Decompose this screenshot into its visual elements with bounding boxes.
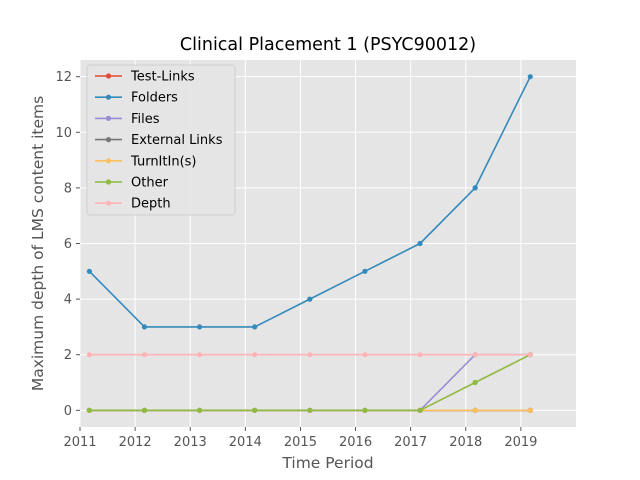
y-tick-label: 12 [55, 70, 72, 85]
legend-item: Folders [95, 91, 178, 106]
legend-swatch-marker [105, 158, 112, 164]
y-axis-label: Maximum depth of LMS content items [29, 96, 47, 391]
series-layer [86, 74, 533, 413]
chart-title: Clinical Placement 1 (PSYC90012) [180, 35, 476, 55]
series-folders [86, 74, 533, 330]
data-point [472, 379, 478, 386]
legend-label: Folders [131, 91, 178, 106]
data-point [527, 352, 533, 358]
legend-swatch-marker [105, 200, 112, 206]
x-axis-label: Time Period [281, 454, 373, 472]
x-tick-label: 2019 [504, 435, 537, 450]
data-point [472, 352, 478, 358]
data-point [417, 352, 423, 358]
x-tick-label: 2016 [339, 435, 372, 450]
series-other [86, 352, 533, 413]
x-tick-label: 2011 [63, 435, 96, 450]
x-tick-label: 2015 [284, 435, 317, 450]
data-point [196, 407, 203, 413]
data-point [141, 407, 148, 413]
y-tick-label: 0 [64, 404, 72, 419]
data-point [362, 268, 368, 274]
legend-item: TurnItIn(s) [95, 154, 196, 169]
data-point [472, 185, 478, 191]
legend-item: Files [95, 112, 160, 127]
legend-label: External Links [131, 133, 223, 148]
data-point [86, 407, 92, 413]
data-point [307, 352, 313, 358]
x-tick-label: 2013 [174, 435, 207, 450]
legend-box [86, 64, 236, 216]
legend-label: Other [131, 176, 169, 191]
series-depth [86, 352, 533, 358]
legend-label: Test-Links [130, 70, 195, 85]
legend-item: Test-Links [95, 70, 195, 85]
y-tick-label: 6 [64, 237, 72, 252]
data-point [86, 268, 92, 274]
data-point [141, 324, 148, 330]
data-point [472, 407, 478, 413]
data-point [527, 407, 533, 413]
data-point [141, 352, 148, 358]
data-point [527, 74, 533, 80]
x-tick-label: 2014 [229, 435, 262, 450]
data-point [86, 352, 92, 358]
legend-swatch-marker [105, 73, 112, 79]
data-point [307, 407, 313, 413]
legend: Test-Links Folders Files External Links Turn… [86, 64, 236, 216]
data-point [196, 352, 203, 358]
legend-item: Depth [95, 197, 171, 212]
legend-label: Files [131, 112, 160, 127]
legend-item: Other [95, 176, 169, 191]
legend-swatch-marker [105, 94, 112, 100]
data-point [252, 352, 258, 358]
data-point [362, 407, 368, 413]
legend-swatch-marker [105, 137, 112, 143]
data-point [417, 407, 423, 413]
y-tick-label: 10 [55, 126, 72, 141]
legend-label: Depth [131, 197, 171, 212]
data-point [252, 324, 258, 330]
data-point [252, 407, 258, 413]
x-tick-label: 2012 [119, 435, 152, 450]
data-point [196, 324, 203, 330]
x-tick-label: 2017 [394, 435, 427, 450]
legend-item: External Links [95, 133, 223, 148]
x-tick-label: 2018 [449, 435, 482, 450]
data-point [417, 240, 423, 247]
legend-swatch-marker [105, 115, 112, 121]
data-point [307, 296, 313, 302]
data-point [362, 352, 368, 358]
legend-label: TurnItIn(s) [130, 154, 196, 169]
legend-swatch-marker [105, 179, 112, 185]
y-tick-label: 8 [64, 181, 72, 196]
ticks: 2011 2012 2013 2014 2015 2016 2017 2018 2019 0 2 4 6… [55, 70, 537, 450]
y-tick-label: 4 [64, 293, 72, 308]
y-tick-label: 2 [64, 348, 72, 363]
